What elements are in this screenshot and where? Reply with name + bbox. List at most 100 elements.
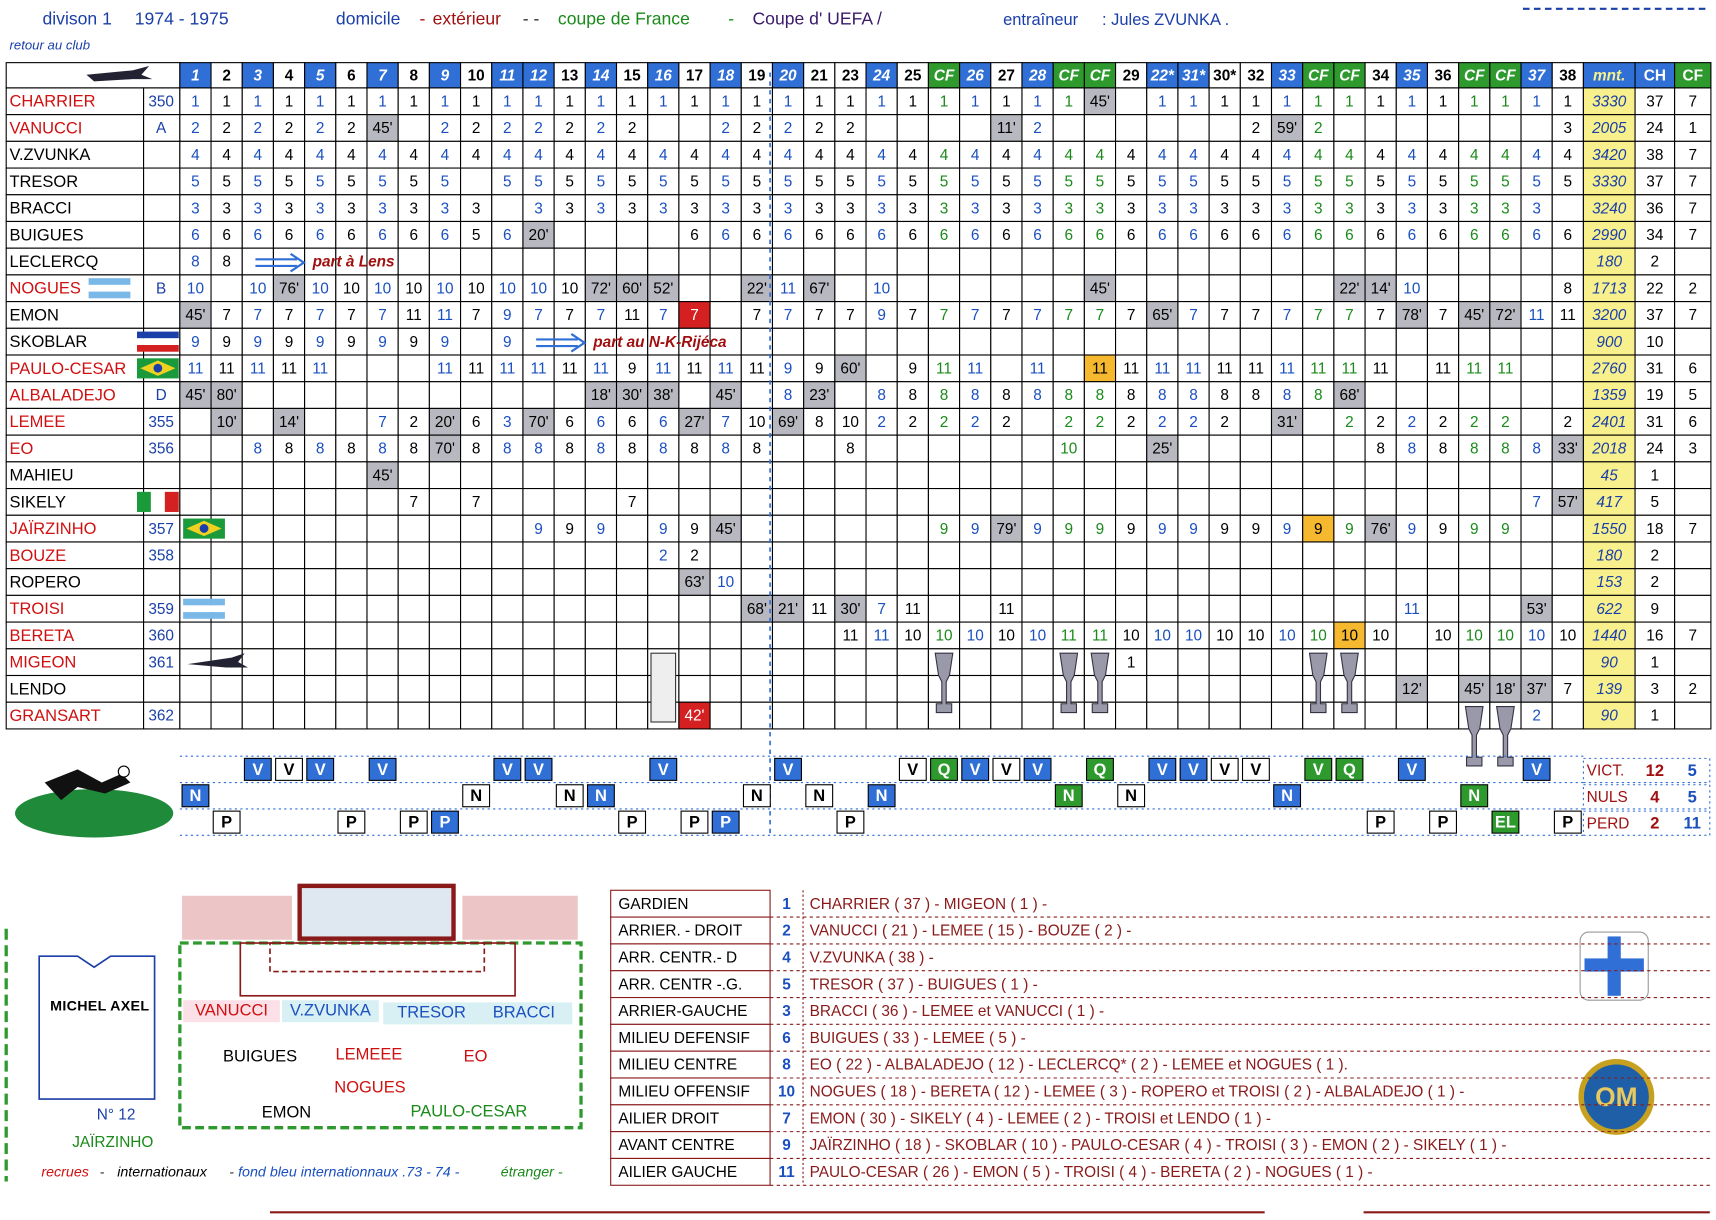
cell-value: 11 [1404, 601, 1420, 618]
col-header: 6 [347, 67, 356, 84]
cell [553, 167, 586, 196]
cell-value: 10 [873, 280, 890, 297]
cell [709, 434, 742, 463]
flag [199, 524, 209, 533]
cell [990, 514, 1023, 543]
cell [1146, 568, 1179, 596]
cell-value: 7 [1314, 307, 1323, 324]
cell [959, 594, 992, 623]
cell [179, 461, 212, 490]
cell [1364, 327, 1397, 356]
cell [1520, 488, 1553, 516]
cell [1021, 541, 1054, 570]
num-cell [143, 648, 181, 677]
cell [522, 701, 555, 730]
cell [1146, 354, 1179, 383]
cell [522, 674, 555, 703]
cell-value: 1 [846, 93, 855, 110]
cell-value: 14' [1371, 280, 1391, 297]
cell [1146, 488, 1179, 516]
total-cell [1674, 568, 1712, 596]
cell [771, 327, 805, 356]
pos-role-cell [610, 1077, 771, 1106]
shirt-number: N° 12 [97, 1107, 136, 1124]
cell [272, 488, 306, 516]
cell [1395, 327, 1429, 356]
cell [1146, 594, 1179, 623]
cell-value: 8 [1564, 280, 1573, 297]
pos-num: 8 [782, 1057, 791, 1074]
cell [1333, 541, 1366, 570]
cell-value: 5 [285, 174, 294, 191]
result: P [439, 814, 450, 832]
cell [553, 434, 586, 463]
formation-player: NOGUES [334, 1078, 405, 1096]
cell [1333, 568, 1366, 596]
cell [1302, 114, 1335, 142]
col-header: 35 [1403, 67, 1421, 84]
cell [1302, 514, 1335, 543]
cell [1052, 274, 1085, 303]
cell-value: 11 [1466, 361, 1482, 378]
cell-value: 5 [597, 174, 606, 191]
cell [1115, 114, 1148, 142]
cell [460, 327, 493, 356]
cell [1458, 648, 1491, 677]
cell [771, 114, 805, 142]
cell-value: 5 [1408, 174, 1417, 191]
cell [959, 434, 992, 463]
note: part à Lens [312, 254, 395, 271]
player-num: 362 [148, 708, 174, 725]
pos-num: 4 [782, 949, 791, 966]
flag [183, 598, 225, 606]
pos-num: 11 [778, 1164, 795, 1181]
cell [1395, 167, 1429, 196]
cell [865, 541, 898, 570]
cell [1426, 114, 1460, 142]
cell [709, 354, 742, 383]
cell-value: 3 [971, 200, 980, 217]
cell [522, 407, 555, 436]
col-header-bg [1395, 62, 1429, 89]
pos-players: BRACCI ( 36 ) - LEMEE et VANUCCI ( 1 ) - [810, 1003, 1104, 1020]
col-header: 4 [285, 67, 294, 84]
col-header: 13 [561, 67, 578, 84]
cell [1333, 621, 1366, 650]
cell-value: 1 [1564, 93, 1573, 110]
cell [1302, 434, 1335, 463]
cell [272, 140, 306, 169]
result: V [1406, 761, 1417, 779]
uefa-label: Coupe d' UEFA / [752, 8, 882, 28]
cell [272, 247, 306, 276]
cell [1083, 488, 1117, 516]
cell [1239, 701, 1273, 730]
cell [709, 247, 742, 276]
cell-value: 10 [967, 628, 984, 645]
cell-value: 7 [316, 307, 325, 324]
cell-value: 9 [1220, 521, 1229, 538]
cell [834, 327, 867, 356]
trophy-icon [1308, 652, 1328, 714]
referee-icon [650, 652, 677, 723]
cell-value: 11 [624, 307, 640, 324]
result-box [1522, 757, 1551, 781]
cell-value: 2 [1127, 414, 1136, 431]
cell [428, 674, 462, 703]
cell [335, 514, 368, 543]
cell [740, 488, 774, 516]
cell-value: 6 [1408, 227, 1417, 244]
cell [1083, 568, 1117, 596]
col-header-bg [1489, 62, 1522, 89]
pos-role: GARDIEN [618, 896, 688, 913]
cell [1146, 274, 1179, 303]
cell [1146, 114, 1179, 142]
result: N [751, 787, 763, 805]
cell-value: 8 [846, 441, 855, 458]
total-value: 622 [1596, 601, 1622, 618]
cell [896, 194, 929, 223]
cell [647, 488, 680, 516]
pos-role-cell [610, 1157, 771, 1186]
col-header: 17 [686, 67, 703, 84]
result: N [813, 787, 825, 805]
